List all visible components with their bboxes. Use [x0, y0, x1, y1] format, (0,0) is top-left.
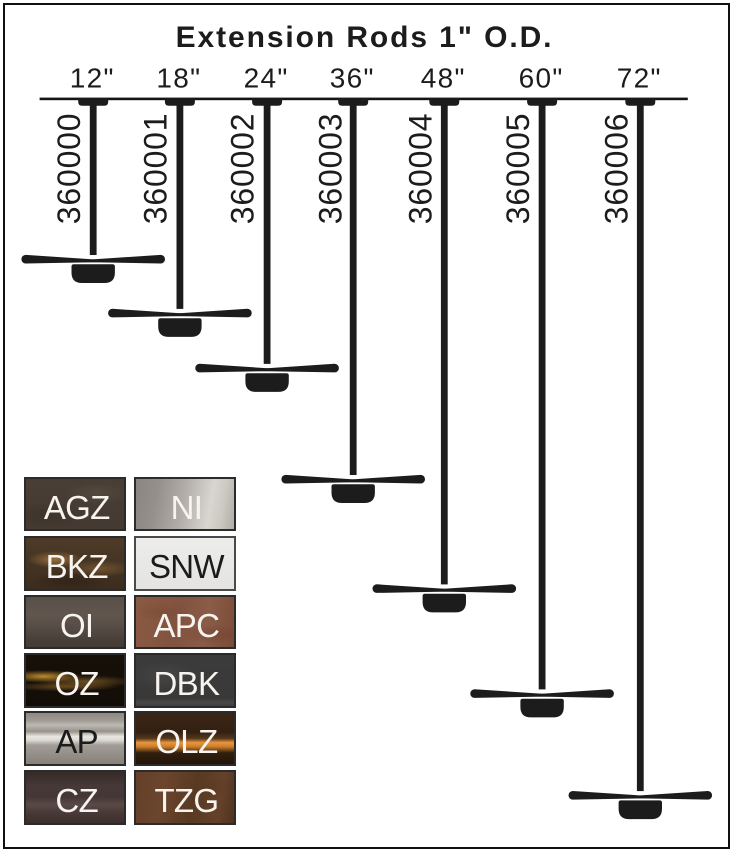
svg-text:360003: 360003: [313, 113, 349, 225]
svg-text:24": 24": [244, 63, 289, 94]
svg-text:18": 18": [156, 63, 201, 94]
svg-text:36": 36": [330, 63, 375, 94]
svg-text:360001: 360001: [138, 113, 174, 225]
svg-text:360002: 360002: [225, 113, 261, 225]
svg-text:Extension Rods 1" O.D.: Extension Rods 1" O.D.: [176, 21, 554, 54]
svg-text:360005: 360005: [500, 113, 536, 225]
svg-text:72": 72": [617, 63, 662, 94]
svg-text:12": 12": [70, 63, 115, 94]
svg-text:360004: 360004: [402, 113, 438, 225]
svg-text:360006: 360006: [598, 113, 634, 225]
svg-text:48": 48": [421, 63, 466, 94]
svg-text:60": 60": [519, 63, 564, 94]
svg-text:360000: 360000: [51, 113, 87, 225]
